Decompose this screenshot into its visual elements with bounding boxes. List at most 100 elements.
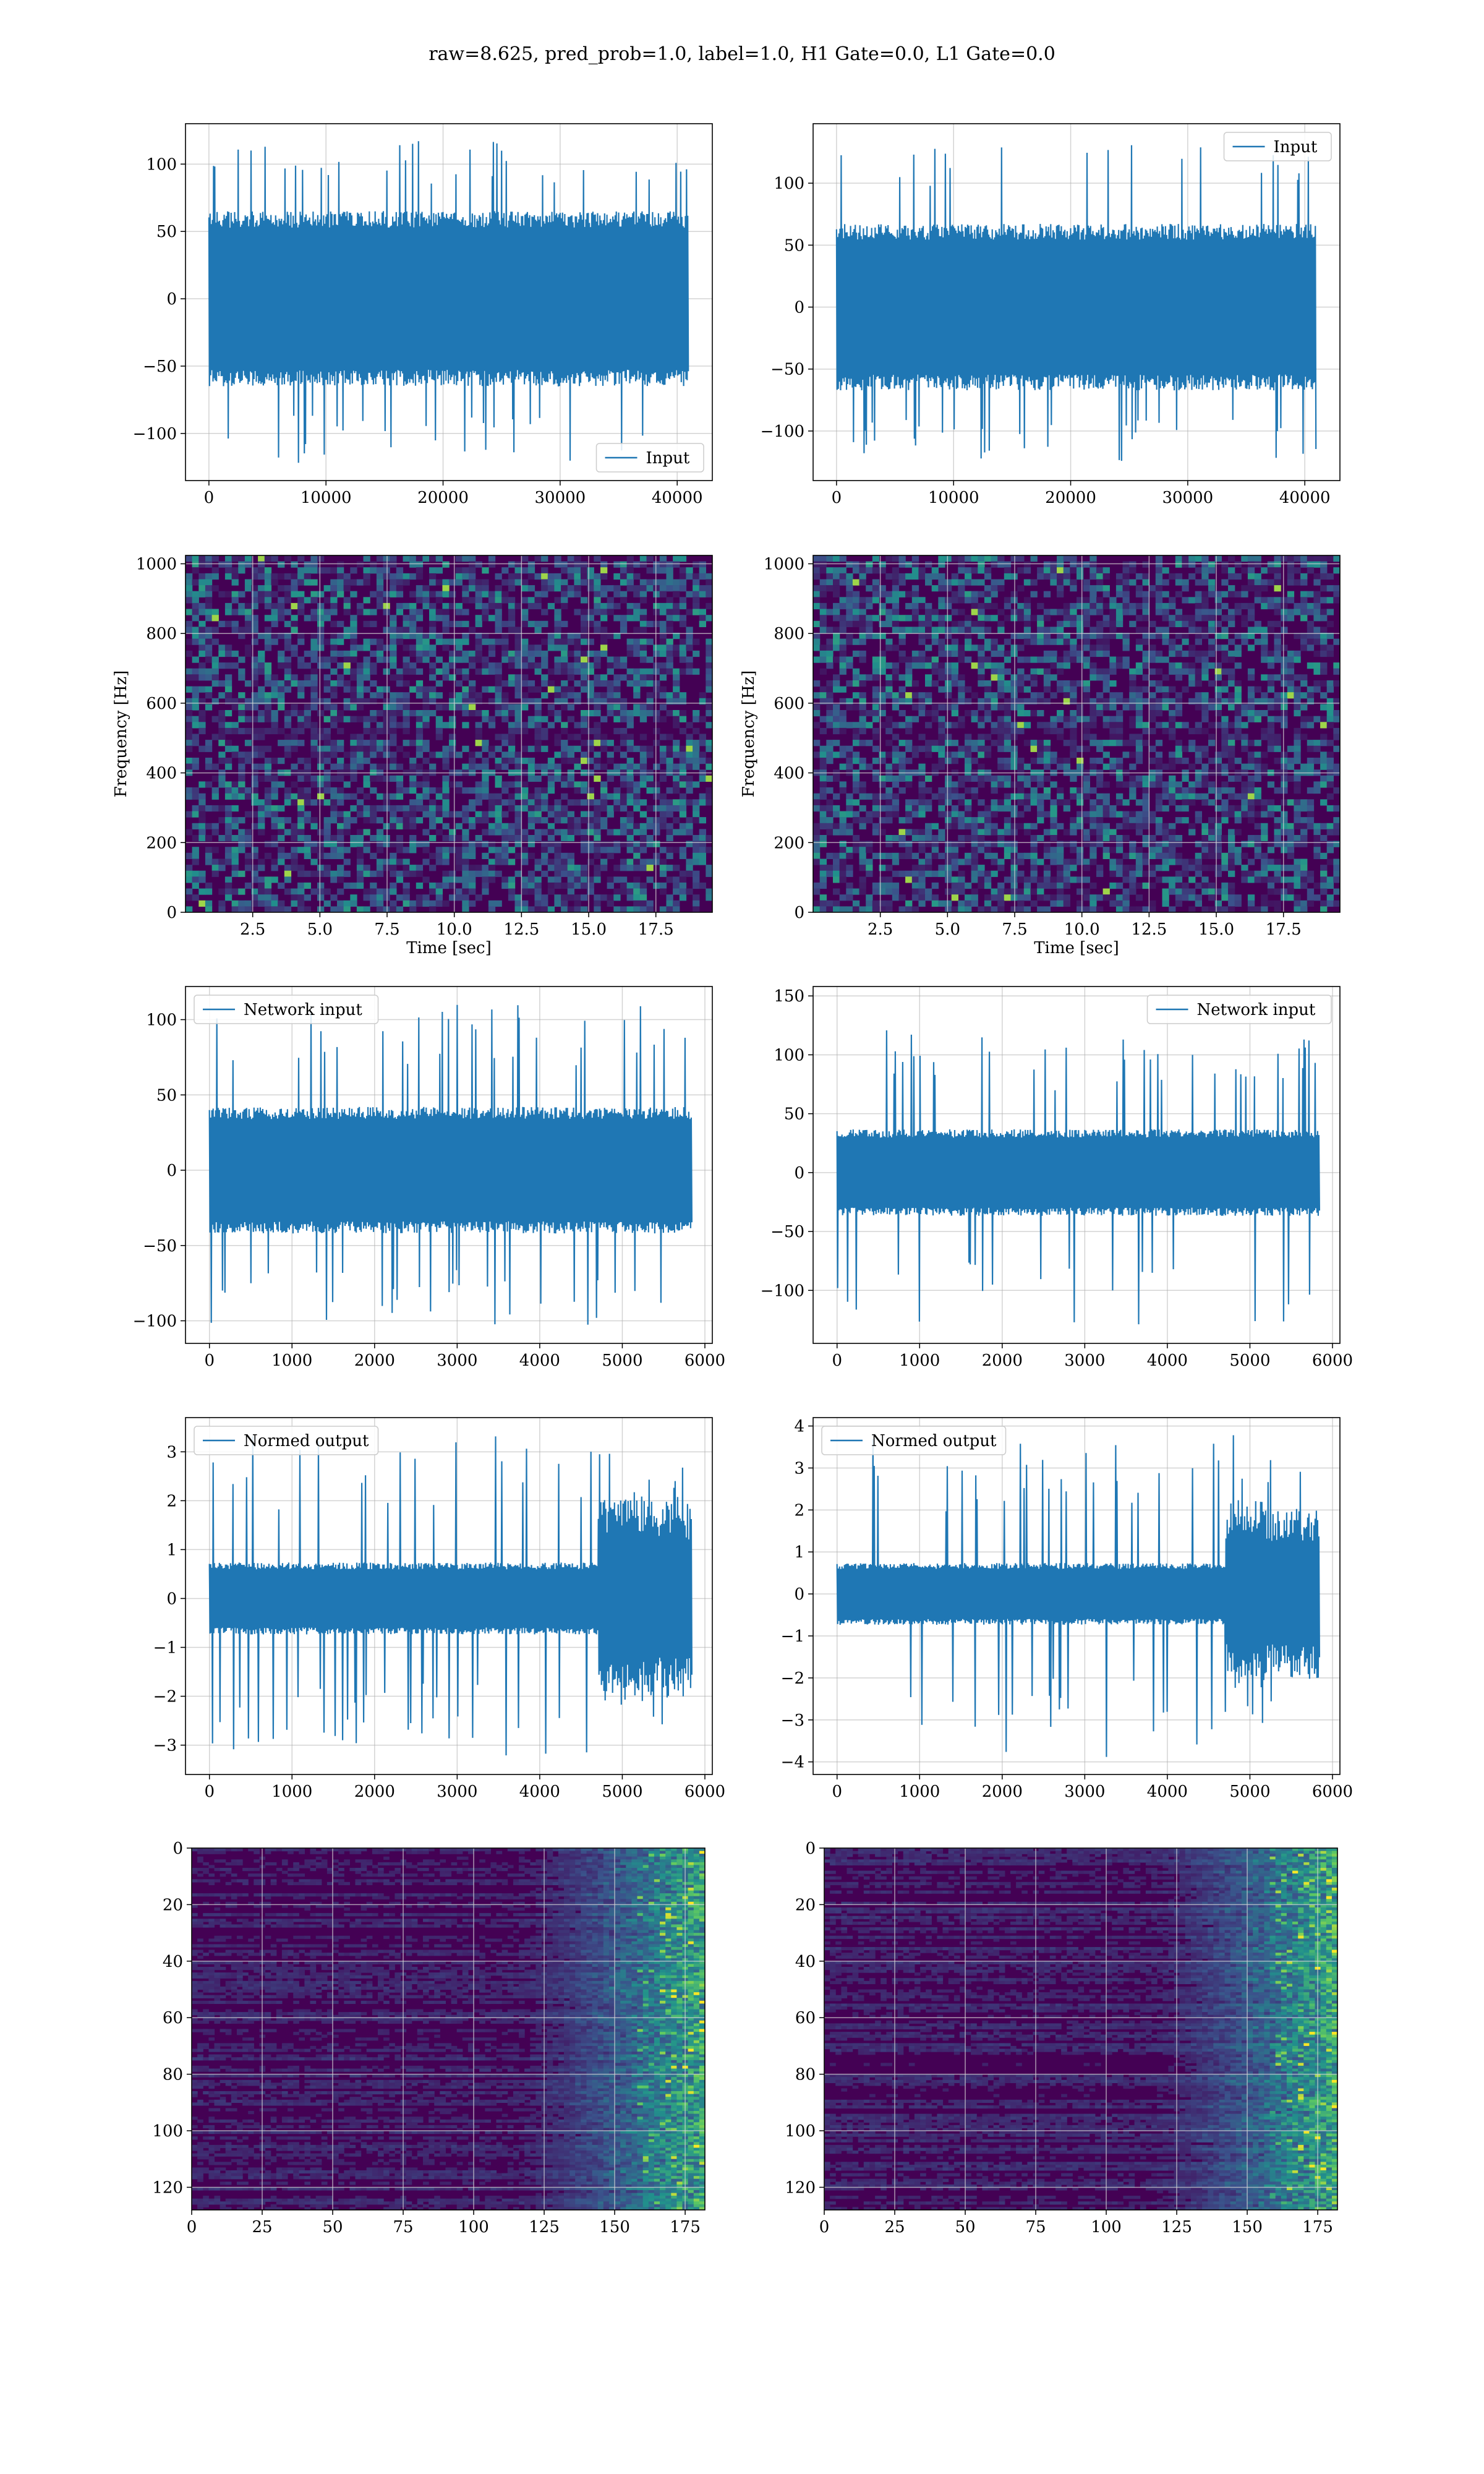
h1-spectrogram-cell (403, 633, 410, 640)
h1-spectrogram-cell (310, 561, 318, 568)
l1-spectrogram-cell (859, 793, 866, 800)
l1-spectrogram-cell (885, 615, 893, 622)
l1-spectrogram-cell (1050, 662, 1057, 669)
l1-spectrogram-cell (951, 662, 958, 669)
h1-spectrogram-cell (258, 716, 265, 722)
l1-spectrogram-cell (892, 698, 900, 704)
l1-spectrogram-cell (1090, 716, 1097, 722)
h1-spectrogram-cell (686, 799, 693, 806)
l1-spectrogram-cell (852, 668, 860, 675)
l1-spectrogram-cell (892, 781, 900, 788)
h1-spectrogram-cell (429, 591, 437, 597)
h1-spectrogram-cell (422, 781, 430, 788)
h1-spectrogram-cell (396, 787, 404, 794)
h1-spectrogram-cell (514, 692, 522, 699)
h1-spectrogram-cell (706, 870, 712, 877)
h1-spectrogram-cell (337, 579, 344, 586)
l1-spectrogram-cell (1208, 781, 1216, 788)
h1-spectrogram-cell (317, 894, 325, 901)
h1-spectrogram-cell (238, 716, 245, 722)
h1-spectrogram-cell (271, 602, 278, 610)
h1-spectrogram-cell (435, 888, 443, 895)
l1-spectrogram-cell (1096, 602, 1104, 610)
h1-spectrogram-cell (291, 579, 298, 586)
l1-spectrogram-cell (1057, 787, 1064, 794)
l1-spectrogram-cell (1090, 567, 1097, 574)
l1-spectrogram-cell (918, 805, 926, 812)
l1-spectrogram-cell (846, 591, 853, 597)
l1-spectrogram-cell (1320, 638, 1328, 645)
h1-spectrogram-cell (626, 644, 634, 651)
l1-spectrogram-cell (833, 775, 840, 782)
h1-spectrogram-cell (455, 698, 463, 704)
h1-spectrogram-cell (600, 858, 608, 865)
l1-spectrogram-cell (898, 692, 906, 699)
l1-spectrogram-cell (1122, 585, 1130, 592)
l1-spectrogram-cell (938, 620, 945, 627)
h1-spectrogram-cell (495, 734, 502, 740)
h1-spectrogram-cell (238, 602, 245, 610)
h1-spectrogram-cell (449, 811, 456, 818)
l1-spectrogram-cell (991, 799, 998, 806)
h1-spectrogram-cell (659, 579, 667, 586)
h1-spectrogram-cell (429, 609, 437, 615)
l1-spectrogram-cell (1201, 727, 1209, 735)
l1-spectrogram-cell (859, 602, 866, 610)
h1-spectrogram-cell (475, 585, 482, 592)
h1-spectrogram-cell (679, 852, 687, 859)
h1-spectrogram-cell (278, 698, 285, 704)
h1-spectrogram-cell (330, 602, 338, 610)
l1-spectrogram-cell (1195, 656, 1202, 663)
h1-spectrogram-cell (310, 734, 318, 740)
l1-spectrogram-cell (826, 787, 834, 794)
h1-spectrogram-cell (238, 870, 245, 877)
h1-spectrogram-cell (639, 555, 647, 562)
h1-spectrogram-cell (514, 811, 522, 818)
l1-spectrogram-cell (1267, 745, 1275, 752)
l1-spectrogram-cell (1320, 704, 1328, 711)
h1-spectrogram-cell (396, 841, 404, 847)
h1-spectrogram-cell (330, 847, 338, 854)
h1-spectrogram-cell (462, 852, 469, 859)
l1-spectrogram-cell (1241, 793, 1248, 800)
l1-spectrogram-cell (918, 602, 926, 610)
l1-spectrogram-cell (872, 692, 880, 699)
h1-spectrogram-cell (186, 870, 193, 877)
h1-spectrogram-cell (495, 763, 502, 770)
l1-spectrogram-cell (879, 775, 886, 782)
l1-spectrogram-cell (1102, 650, 1110, 657)
h1-spectrogram-cell (521, 805, 529, 812)
l1-spectrogram-cell (1247, 686, 1255, 693)
h1-spectrogram-cell (297, 579, 305, 586)
h1-spectrogram-cell (488, 662, 496, 669)
l1-spectrogram-cell (925, 787, 932, 794)
h1-spectrogram-cell (192, 674, 199, 681)
h1-spectrogram-cell (297, 758, 305, 764)
h1-spectrogram-cell (462, 763, 469, 770)
h1-spectrogram-cell (218, 781, 226, 788)
l1-spectrogram-cell (1102, 644, 1110, 651)
l1-spectrogram-cell (905, 758, 913, 764)
l1-spectrogram-cell (1102, 567, 1110, 574)
h1-spectrogram-cell (547, 763, 555, 770)
h1-spectrogram-cell (482, 716, 489, 722)
l1-spectrogram-cell (879, 781, 886, 788)
h1-spectrogram-cell (330, 894, 338, 901)
h1-spectrogram-cell (581, 650, 588, 657)
h1-spectrogram-cell (567, 716, 574, 722)
l1-spectrogram-cell (1234, 591, 1242, 597)
h1-spectrogram-cell (581, 609, 588, 615)
l1-spectrogram-cell (1083, 662, 1090, 669)
h1-spectrogram-cell (514, 656, 522, 663)
h1-spectrogram-cell (626, 638, 634, 645)
l1-spectrogram-cell (819, 763, 827, 770)
h1-spectrogram-cell (271, 817, 278, 824)
h1-spectrogram-cell (224, 591, 232, 597)
l1-spectrogram-cell (911, 573, 919, 580)
h1-spectrogram-cell (693, 727, 700, 735)
h1-spectrogram-ytick-label: 200 (146, 834, 177, 852)
h1-spectrogram-cell (462, 668, 469, 675)
l1-spectrogram-cell (1169, 799, 1176, 806)
h1-spectrogram-cell (699, 817, 706, 824)
l1-spectrogram-cell (1313, 716, 1321, 722)
